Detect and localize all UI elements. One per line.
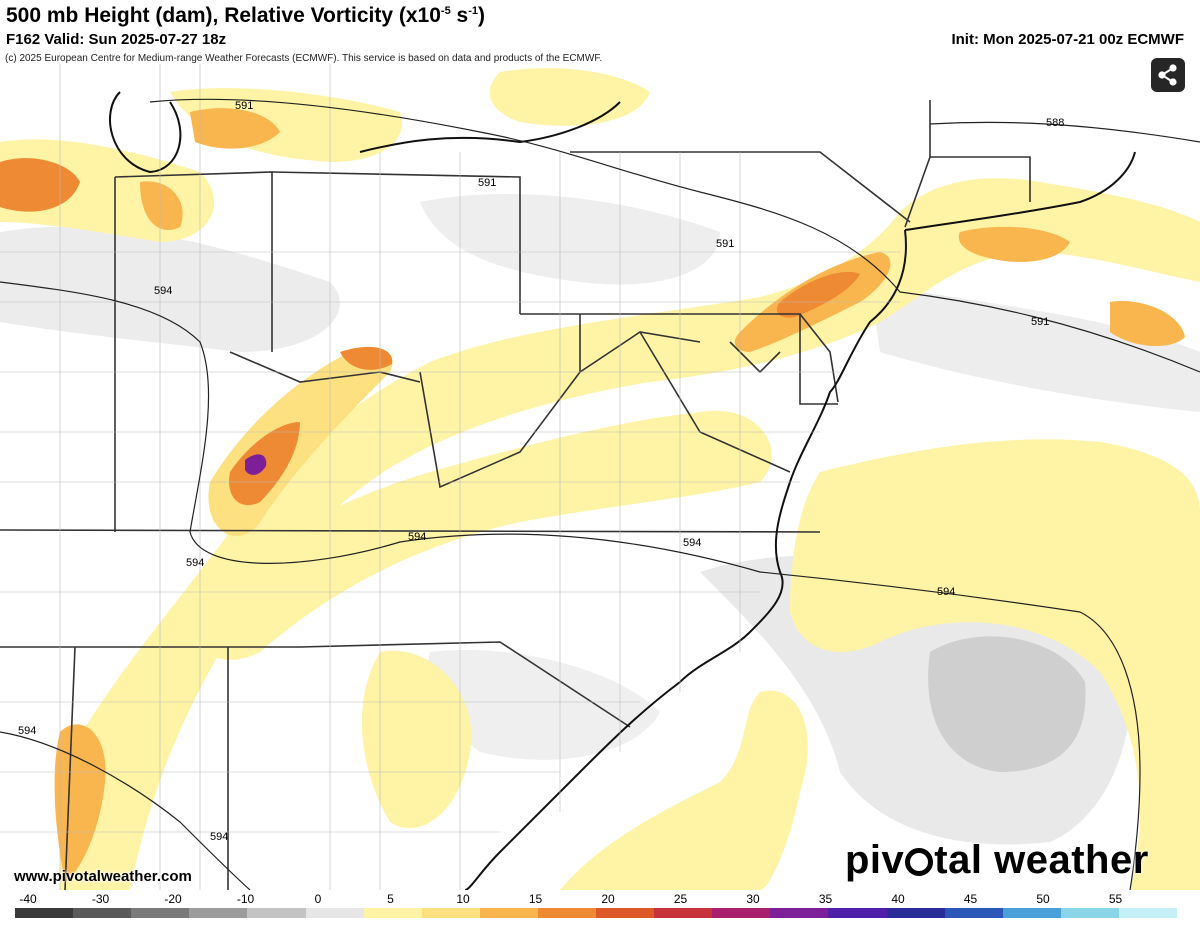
color-legend: -40 -30 -20 -10 0 5 10 15 20 25 30 35 40 45 50 55 bbox=[0, 890, 1200, 925]
legend-colorbar bbox=[15, 908, 1178, 918]
legend-tick: 5 bbox=[387, 892, 394, 906]
contour-label: 591 bbox=[478, 177, 496, 189]
legend-swatch bbox=[1060, 908, 1120, 918]
contour-label: 594 bbox=[154, 285, 172, 297]
legend-swatch bbox=[247, 908, 306, 918]
contour-label: 594 bbox=[937, 586, 955, 598]
legend-tick: 30 bbox=[746, 892, 760, 906]
map-view[interactable]: 591 591 591 591 588 594 594 594 594 594 … bbox=[0, 52, 1200, 890]
legend-swatch bbox=[421, 908, 481, 918]
vorticity-field bbox=[0, 68, 1200, 890]
map-title: 500 mb Height (dam), Relative Vorticity … bbox=[6, 4, 485, 27]
gear-icon bbox=[905, 848, 934, 876]
legend-tick: 0 bbox=[314, 892, 322, 906]
legend-swatch bbox=[189, 908, 248, 918]
legend-tick: 25 bbox=[673, 892, 688, 906]
vorticity-core bbox=[1110, 301, 1185, 347]
legend-swatch bbox=[828, 908, 887, 918]
vorticity-region-negative bbox=[420, 193, 720, 285]
share-icon bbox=[1158, 64, 1177, 86]
legend-tick: 40 bbox=[891, 892, 905, 906]
legend-swatch bbox=[770, 908, 829, 918]
vorticity-band-positive bbox=[489, 68, 650, 126]
legend-swatch bbox=[1118, 908, 1178, 918]
vorticity-band-positive bbox=[790, 439, 1200, 890]
legend-tick: -40 bbox=[19, 892, 37, 906]
vorticity-region-negative bbox=[0, 226, 340, 352]
contour-label: 594 bbox=[408, 531, 426, 543]
vorticity-core bbox=[340, 346, 393, 370]
vorticity-band-positive bbox=[180, 410, 772, 660]
legend-tick: 35 bbox=[818, 892, 833, 906]
vorticity-core bbox=[190, 108, 280, 149]
legend-swatch bbox=[479, 908, 539, 918]
legend-tick: -10 bbox=[236, 892, 255, 906]
vorticity-core bbox=[776, 271, 860, 318]
legend-swatch bbox=[363, 908, 423, 918]
legend-swatch bbox=[654, 908, 713, 918]
legend-swatch bbox=[596, 908, 655, 918]
vorticity-region-negative bbox=[870, 282, 1200, 412]
legend-swatch bbox=[131, 908, 190, 918]
legend-tick: 55 bbox=[1108, 892, 1123, 906]
site-url: www.pivotalweather.com bbox=[14, 868, 192, 885]
contour-labels: 591 591 591 591 588 594 594 594 594 594 … bbox=[18, 100, 1064, 843]
legend-swatch bbox=[944, 908, 1004, 918]
copyright-notice: (c) 2025 European Centre for Medium-rang… bbox=[2, 53, 606, 64]
contour-label: 594 bbox=[18, 725, 36, 737]
legend-swatch bbox=[305, 908, 365, 918]
legend-swatch bbox=[712, 908, 771, 918]
vorticity-region-negative bbox=[427, 650, 660, 760]
legend-tick: 15 bbox=[528, 892, 543, 906]
share-button[interactable] bbox=[1151, 58, 1185, 92]
vorticity-core bbox=[958, 226, 1070, 262]
map-canvas: 591 591 591 591 588 594 594 594 594 594 … bbox=[0, 52, 1200, 890]
vorticity-band-positive bbox=[361, 650, 472, 829]
contour-label: 591 bbox=[235, 100, 253, 112]
vorticity-band-positive bbox=[560, 690, 808, 890]
header: 500 mb Height (dam), Relative Vorticity … bbox=[0, 0, 1200, 52]
legend-tick: -30 bbox=[91, 892, 110, 906]
vorticity-region-negative bbox=[928, 636, 1086, 772]
county-grid bbox=[0, 52, 900, 890]
height-contours bbox=[0, 98, 1200, 890]
contour-label: 588 bbox=[1046, 117, 1064, 129]
contour-label: 594 bbox=[683, 537, 701, 549]
init-time: Init: Mon 2025-07-21 00z ECMWF bbox=[951, 31, 1184, 48]
coastline bbox=[109, 91, 1136, 890]
legend-tick: 45 bbox=[963, 892, 978, 906]
legend-swatch bbox=[537, 908, 597, 918]
contour-label: 591 bbox=[716, 238, 734, 250]
legend-tick: 10 bbox=[456, 892, 470, 906]
vorticity-band-positive bbox=[170, 88, 402, 162]
state-boundaries bbox=[0, 100, 1031, 890]
legend-swatch bbox=[15, 908, 74, 918]
legend-tick: -20 bbox=[164, 892, 182, 906]
vorticity-core bbox=[140, 181, 183, 230]
vorticity-core bbox=[245, 454, 267, 475]
legend-tick: 20 bbox=[601, 892, 615, 906]
contour-label: 594 bbox=[210, 831, 228, 843]
contour-label: 594 bbox=[186, 557, 204, 569]
legend-tick: 50 bbox=[1036, 892, 1050, 906]
legend-swatch bbox=[73, 908, 132, 918]
legend-swatch bbox=[886, 908, 946, 918]
valid-time: F162 Valid: Sun 2025-07-27 18z bbox=[6, 31, 227, 48]
pivotal-weather-logo: piv tal weather bbox=[845, 838, 1149, 882]
contour-label: 591 bbox=[1031, 316, 1049, 328]
legend-swatch bbox=[1002, 908, 1062, 918]
